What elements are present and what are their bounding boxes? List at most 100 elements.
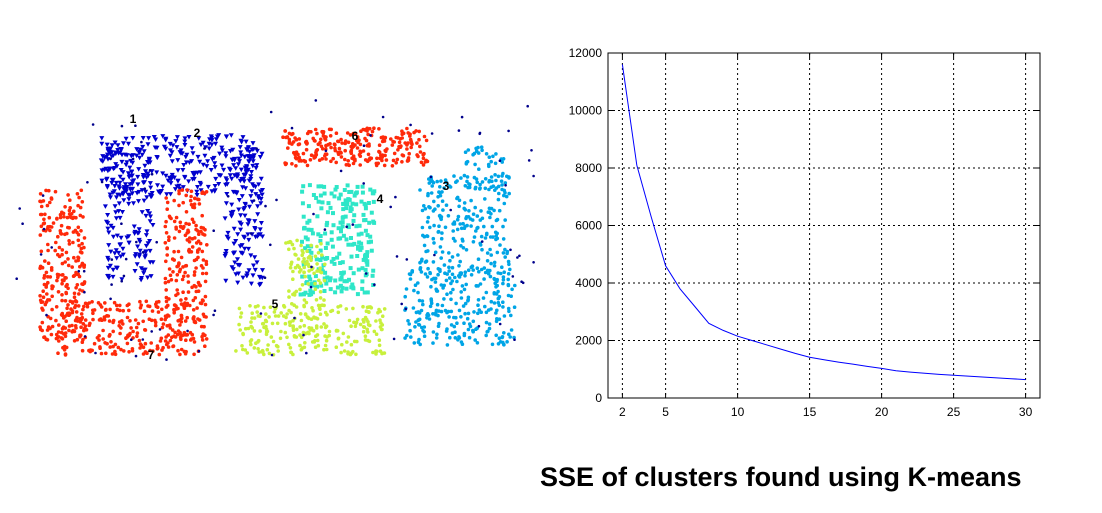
scatter-point	[312, 271, 316, 276]
scatter-point	[204, 262, 209, 266]
scatter-point	[153, 318, 157, 323]
scatter-point	[478, 186, 482, 190]
scatter-point	[365, 290, 370, 295]
scatter-point	[272, 310, 277, 314]
scatter-point	[394, 161, 399, 165]
scatter-point	[60, 273, 64, 277]
scatter-point	[172, 187, 178, 192]
scatter-point	[252, 227, 258, 232]
scatter-point	[164, 231, 169, 235]
scatter-point	[431, 330, 436, 334]
scatter-point	[77, 195, 81, 200]
scatter-point	[513, 283, 517, 288]
scatter-point	[100, 154, 106, 159]
scatter-point	[75, 192, 80, 196]
scatter-point	[192, 283, 197, 288]
scatter-point	[495, 308, 499, 313]
scatter-point	[341, 207, 346, 212]
scatter-point	[501, 305, 505, 309]
scatter-point	[318, 281, 323, 285]
scatter-point	[167, 267, 172, 271]
scatter-point	[110, 153, 116, 158]
scatter-point	[60, 252, 64, 257]
scatter-point	[246, 237, 252, 243]
scatter-point	[334, 345, 339, 349]
scatter-point	[503, 190, 507, 195]
scatter-point	[242, 235, 247, 241]
scatter-point	[487, 178, 492, 183]
scatter-point	[88, 321, 92, 326]
noise-point	[530, 149, 533, 152]
scatter-point	[200, 271, 205, 276]
scatter-point	[76, 304, 81, 308]
scatter-point	[149, 341, 153, 345]
scatter-point	[184, 333, 188, 337]
noise-point	[527, 159, 531, 162]
scatter-point	[366, 132, 370, 137]
scatter-point	[46, 248, 50, 253]
scatter-point	[249, 342, 253, 347]
scatter-point	[339, 155, 344, 159]
scatter-point	[201, 258, 206, 262]
scatter-point	[346, 159, 351, 163]
scatter-point	[140, 144, 146, 150]
scatter-point	[48, 316, 53, 321]
scatter-point	[226, 166, 232, 172]
scatter-point	[351, 306, 355, 311]
scatter-point	[382, 307, 387, 311]
scatter-point	[204, 337, 209, 341]
scatter-point	[485, 251, 490, 255]
scatter-point	[155, 305, 160, 310]
scatter-point	[349, 236, 353, 240]
scatter-point	[487, 206, 492, 211]
scatter-point	[246, 218, 252, 224]
scatter-point	[137, 239, 143, 245]
scatter-point	[313, 287, 318, 291]
scatter-point	[133, 318, 138, 322]
scatter-point	[196, 289, 201, 293]
scatter-point	[319, 206, 324, 211]
scatter-point	[69, 212, 74, 216]
scatter-point	[201, 299, 205, 303]
scatter-point	[168, 273, 173, 278]
scatter-point	[461, 239, 465, 243]
scatter-point	[125, 171, 131, 176]
scatter-point	[124, 160, 130, 165]
scatter-point	[117, 242, 123, 248]
scatter-point	[82, 245, 86, 250]
scatter-point	[79, 229, 83, 233]
scatter-point	[406, 131, 411, 135]
scatter-point	[489, 261, 493, 266]
scatter-point	[351, 349, 355, 354]
cluster-label: 2	[194, 126, 201, 140]
scatter-point	[374, 352, 378, 356]
scatter-point	[459, 340, 464, 344]
scatter-point	[131, 329, 135, 334]
scatter-point	[365, 262, 370, 267]
scatter-point	[145, 275, 151, 280]
scatter-point	[182, 139, 188, 144]
scatter-point	[40, 300, 45, 304]
scatter-point	[121, 198, 127, 203]
scatter-point	[502, 193, 506, 198]
scatter-point	[172, 198, 176, 203]
scatter-point	[465, 159, 470, 164]
scatter-point	[343, 148, 348, 153]
scatter-point	[200, 191, 204, 195]
scatter-point	[49, 196, 54, 200]
scatter-point	[41, 295, 46, 299]
scatter-point	[353, 324, 358, 329]
scatter-point	[294, 305, 299, 309]
scatter-point	[437, 190, 441, 194]
scatter-point	[371, 219, 376, 224]
scatter-point	[447, 265, 451, 270]
scatter-point	[294, 164, 298, 168]
scatter-point	[199, 229, 203, 234]
noise-point	[478, 132, 482, 136]
scatter-point	[266, 343, 270, 347]
scatter-point	[74, 270, 78, 275]
scatter-point	[296, 257, 301, 261]
scatter-point	[203, 279, 208, 284]
scatter-point	[197, 180, 203, 186]
scatter-point	[240, 135, 246, 140]
